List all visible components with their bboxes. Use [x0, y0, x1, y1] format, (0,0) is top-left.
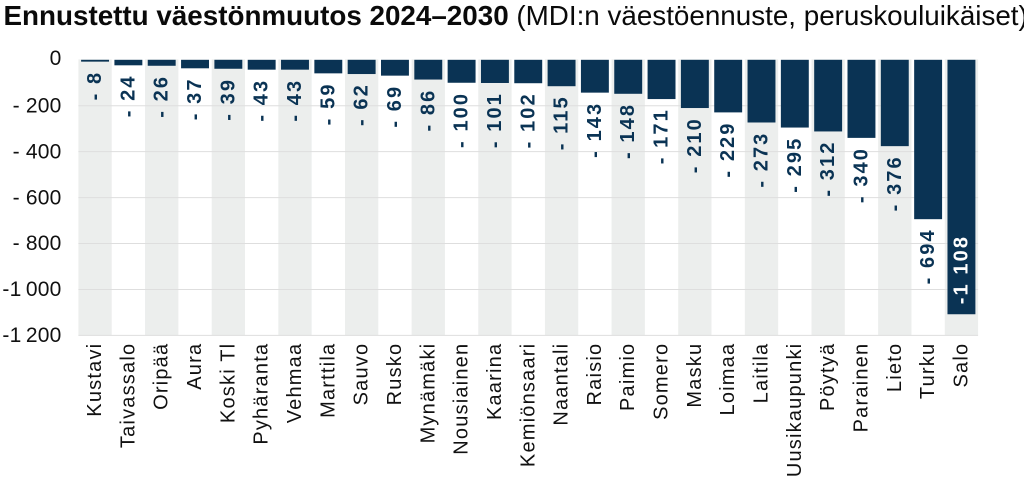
svg-text:- 69: - 69: [384, 85, 406, 128]
svg-text:- 694: - 694: [917, 228, 939, 284]
svg-text:Uusikaupunki: Uusikaupunki: [784, 343, 806, 477]
svg-text:- 143: - 143: [584, 102, 606, 158]
svg-text:- 210: - 210: [684, 117, 706, 173]
svg-text:Naantali: Naantali: [551, 343, 573, 426]
svg-text:Aura: Aura: [184, 343, 206, 390]
svg-text:Turku: Turku: [917, 343, 939, 399]
svg-text:-1 000: -1 000: [2, 278, 61, 301]
svg-text:Mynämäki: Mynämäki: [417, 343, 439, 444]
svg-text:Lieto: Lieto: [884, 343, 906, 392]
svg-text:Kaarina: Kaarina: [484, 343, 506, 420]
svg-text:-1 200: -1 200: [2, 324, 61, 347]
svg-text:Vehmaa: Vehmaa: [284, 343, 306, 424]
svg-text:Paimio: Paimio: [617, 343, 639, 411]
svg-text:- 39: - 39: [217, 78, 239, 121]
svg-text:Sauvo: Sauvo: [351, 343, 373, 406]
svg-text:Somero: Somero: [651, 343, 673, 420]
svg-text:- 800: - 800: [13, 232, 62, 255]
svg-text:- 26: - 26: [151, 75, 173, 118]
svg-text:Marttila: Marttila: [317, 343, 339, 418]
svg-text:- 295: - 295: [784, 137, 806, 193]
svg-text:- 24: - 24: [117, 74, 139, 117]
svg-text:Nousiainen: Nousiainen: [451, 343, 473, 455]
svg-text:- 376: - 376: [884, 155, 906, 211]
svg-text:- 59: - 59: [317, 82, 339, 125]
svg-text:Taivassalo: Taivassalo: [117, 343, 139, 448]
svg-text:Pyhäranta: Pyhäranta: [251, 343, 273, 445]
svg-text:Kemiönsaari: Kemiönsaari: [517, 343, 539, 467]
svg-text:- 43: - 43: [251, 79, 273, 122]
svg-text:- 340: - 340: [850, 147, 872, 203]
svg-text:Raisio: Raisio: [584, 343, 606, 406]
svg-text:Oripää: Oripää: [151, 343, 173, 410]
svg-text:Kustavi: Kustavi: [84, 343, 106, 417]
svg-text:Salo: Salo: [950, 343, 972, 388]
svg-text:Loimaa: Loimaa: [717, 343, 739, 416]
svg-text:- 600: - 600: [13, 186, 62, 209]
svg-text:- 102: - 102: [517, 92, 539, 148]
svg-text:- 312: - 312: [817, 141, 839, 197]
svg-text:Rusko: Rusko: [384, 343, 406, 406]
svg-text:Ennustettu väestönmuutos 2024–: Ennustettu väestönmuutos 2024–2030 (MDI:…: [4, 0, 1024, 31]
svg-text:- 171: - 171: [651, 108, 673, 164]
svg-text:-1 108: -1 108: [950, 235, 972, 304]
svg-text:- 100: - 100: [451, 92, 473, 148]
svg-text:- 200: - 200: [13, 94, 62, 117]
svg-text:- 273: - 273: [751, 132, 773, 188]
svg-text:0: 0: [50, 47, 62, 70]
svg-text:- 62: - 62: [351, 83, 373, 126]
svg-text:- 115: - 115: [551, 95, 573, 150]
svg-text:Koski Tl: Koski Tl: [217, 343, 239, 423]
svg-text:- 86: - 86: [417, 89, 439, 132]
svg-text:Laitila: Laitila: [751, 343, 773, 404]
svg-text:- 400: - 400: [13, 140, 62, 163]
svg-text:- 37: - 37: [184, 77, 206, 120]
svg-text:Masku: Masku: [684, 343, 706, 408]
svg-text:Pöytyä: Pöytyä: [817, 343, 839, 411]
svg-text:- 148: - 148: [617, 103, 639, 159]
svg-text:- 229: - 229: [717, 121, 739, 177]
svg-text:- 8: - 8: [84, 71, 106, 101]
svg-text:- 43: - 43: [284, 79, 306, 122]
svg-text:Parainen: Parainen: [850, 343, 872, 433]
svg-text:- 101: - 101: [484, 92, 506, 148]
